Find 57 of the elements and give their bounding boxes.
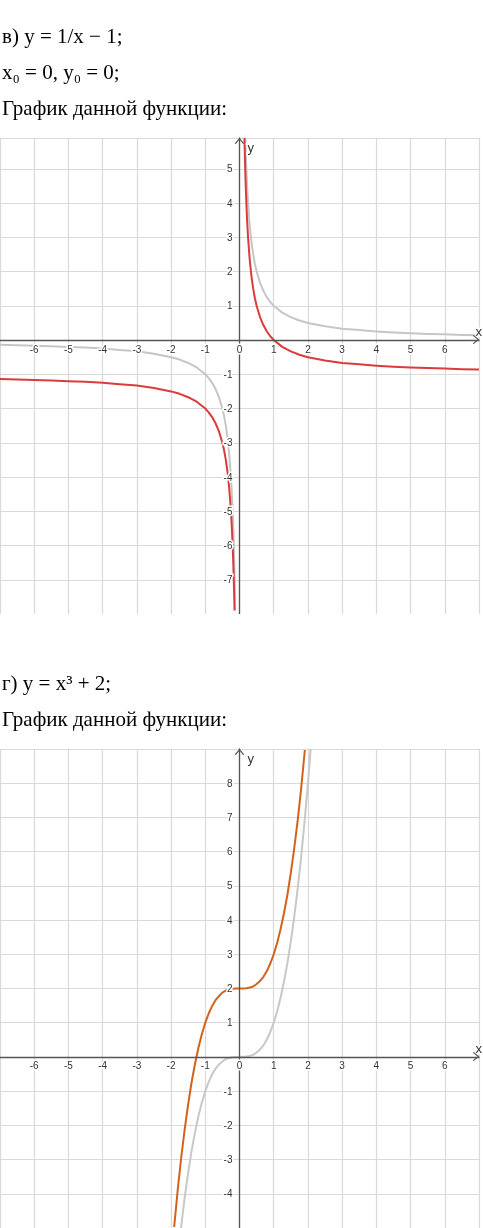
x-tick-label: 3 (339, 343, 346, 355)
y-tick-label: -6 (223, 540, 233, 552)
x-tick-label: -4 (98, 343, 108, 355)
x-tick-label: 6 (442, 1060, 448, 1072)
y-tick-label: 5 (226, 880, 233, 892)
x-tick-label: 6 (442, 343, 448, 355)
x-tick-label: 0 (236, 343, 243, 355)
x-tick-label: -1 (200, 343, 211, 355)
y-tick-label: -2 (223, 403, 233, 415)
x-tick-label: -4 (98, 1060, 108, 1072)
chart-title: г) y = x³ + 2; (1, 670, 113, 697)
chart-title: в) y = 1/x − 1; (1, 23, 124, 50)
x-tick-label: -5 (63, 1060, 74, 1072)
y-tick-label: -4 (223, 1188, 233, 1200)
chart-subtitle: x₀ = 0, y₀ = 0; (1, 59, 121, 86)
y-axis-title: y (247, 751, 255, 766)
x-tick-label: 5 (407, 343, 414, 355)
x-tick-label: 3 (339, 1060, 346, 1072)
y-tick-label: 1 (226, 300, 233, 312)
y-tick-label: 2 (226, 983, 233, 994)
x-tick-label: -6 (29, 1060, 40, 1072)
y-tick-label: -3 (223, 437, 233, 449)
x-tick-label: 2 (305, 1060, 312, 1072)
y-tick-label: 8 (226, 777, 233, 789)
x-tick-label: -2 (166, 343, 176, 355)
y-tick-label: -1 (223, 1085, 233, 1097)
y-tick-label: 1 (226, 1017, 233, 1029)
y-tick-label: 2 (226, 266, 233, 278)
x-tick-label: 1 (270, 343, 277, 355)
y-tick-label: -1 (223, 368, 233, 380)
x-tick-label: -6 (29, 343, 40, 355)
y-tick-label: -3 (223, 1154, 233, 1166)
x-tick-label: -3 (132, 1060, 142, 1072)
y-tick-label: 3 (226, 231, 233, 243)
y-tick-label: -2 (223, 1119, 233, 1131)
x-axis-title: x (475, 324, 483, 340)
y-tick-label: 4 (226, 197, 233, 209)
x-tick-label: -5 (63, 343, 74, 355)
x-tick-label: -1 (200, 1060, 211, 1072)
y-tick-label: 3 (226, 948, 233, 960)
y-tick-label: 7 (226, 811, 233, 823)
y-tick-label: 4 (226, 914, 233, 926)
x-tick-label: 4 (373, 343, 380, 355)
x-tick-label: 4 (373, 1060, 380, 1072)
y-tick-label: -7 (223, 574, 233, 586)
x-tick-label: -2 (166, 1060, 176, 1072)
y-tick-label: 6 (226, 846, 233, 858)
x-tick-label: 5 (407, 1060, 414, 1072)
text: График данной функции: (1, 95, 228, 122)
x-tick-label: 0 (236, 1060, 243, 1072)
x-axis-title: x (475, 1040, 483, 1056)
x-tick-label: 2 (305, 343, 312, 355)
x-tick-label: -3 (132, 343, 142, 355)
y-axis-title: y (247, 140, 255, 155)
y-tick-label: 5 (226, 163, 233, 175)
x-tick-label: 1 (270, 1060, 277, 1072)
text: График данной функции: (1, 706, 228, 733)
